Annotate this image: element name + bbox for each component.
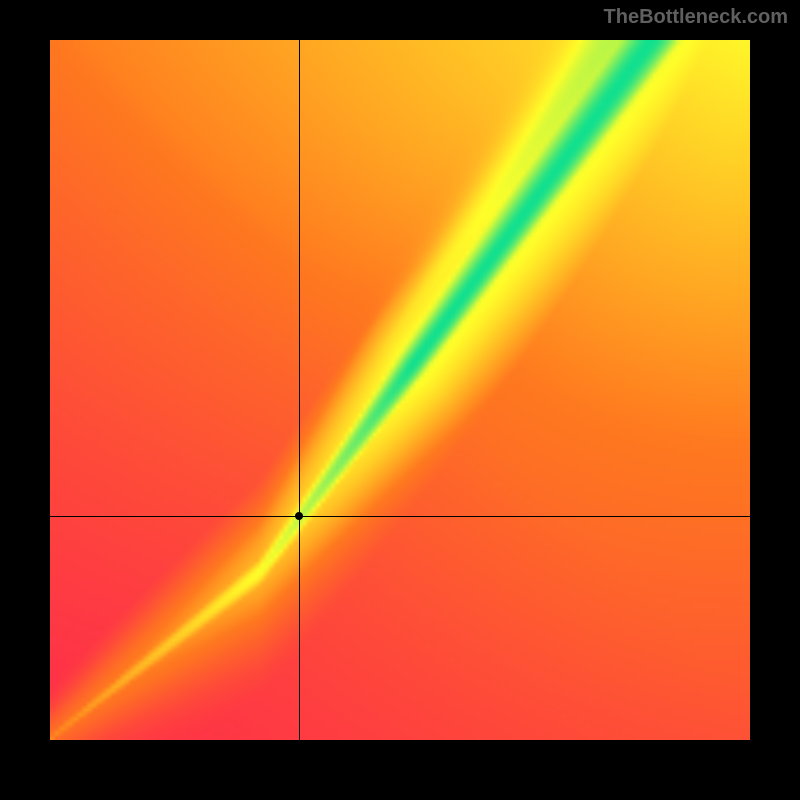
bottleneck-heatmap [50, 40, 750, 740]
crosshair-vertical [299, 40, 300, 740]
crosshair-horizontal [50, 516, 750, 517]
watermark-text: TheBottleneck.com [604, 6, 788, 29]
data-point-marker [295, 512, 303, 520]
chart-container: TheBottleneck.com [0, 0, 800, 800]
